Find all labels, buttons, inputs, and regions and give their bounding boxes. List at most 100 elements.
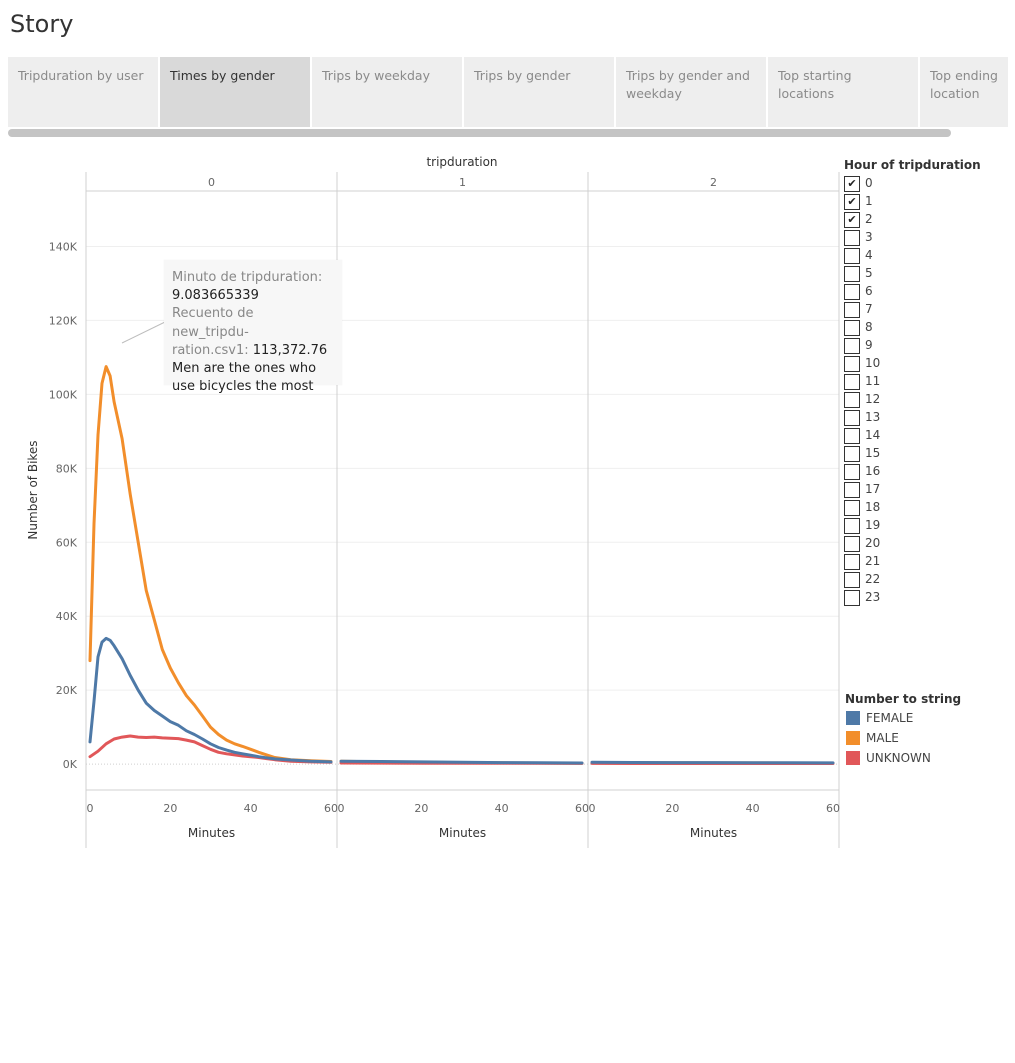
filter-item-label: 0 <box>865 176 873 190</box>
filter-item-label: 7 <box>865 302 873 316</box>
checkbox[interactable] <box>844 482 860 498</box>
panel-label: 0 <box>208 176 215 189</box>
filter-item-label: 17 <box>865 482 881 496</box>
filter-item-label: 4 <box>865 248 873 262</box>
filter-item-label: 3 <box>865 230 873 244</box>
x-tick-label: 60 <box>826 802 840 815</box>
tab-top-starting-locations[interactable]: Top starting locations <box>768 57 918 127</box>
checkbox[interactable] <box>844 464 860 480</box>
filter-item-label: 6 <box>865 284 873 298</box>
series-line-female-panel-2 <box>590 760 835 765</box>
y-tick-label: 80K <box>56 462 78 475</box>
x-tick-label: 40 <box>495 802 509 815</box>
tab-trips-by-weekday[interactable]: Trips by weekday <box>312 57 462 127</box>
filter-item-label: 14 <box>865 428 881 442</box>
legend-swatch <box>846 731 860 745</box>
legend-swatch <box>846 711 860 725</box>
checkbox[interactable] <box>844 536 860 552</box>
filter-item-label: 2 <box>865 212 873 226</box>
checkbox[interactable] <box>844 410 860 426</box>
x-axis-label: Minutes <box>690 826 737 840</box>
filter-item-label: 10 <box>865 356 881 370</box>
filter-item-label: 9 <box>865 338 873 352</box>
checkbox[interactable] <box>844 554 860 570</box>
checkbox[interactable] <box>844 446 860 462</box>
checkbox[interactable] <box>844 572 860 588</box>
filter-item-label: 5 <box>865 266 873 280</box>
tab-top-ending-location[interactable]: Top ending location <box>920 57 1008 127</box>
filter-item-label: 23 <box>865 590 881 604</box>
y-tick-label: 40K <box>56 610 78 623</box>
tab-trips-by-gender[interactable]: Trips by gender <box>464 57 614 127</box>
checkbox[interactable] <box>844 284 860 300</box>
tooltip-label-count-cont: ration.csv1: <box>172 342 249 358</box>
x-tick-label: 40 <box>746 802 760 815</box>
y-axis-label: Number of Bikes <box>26 440 40 539</box>
tooltip-value-count: 113,372.76 <box>252 342 328 358</box>
tab-trips-by-gender-and-weekday[interactable]: Trips by gender and weekday <box>616 57 766 127</box>
filter-item-label: 18 <box>865 500 881 514</box>
filter-item-label: 13 <box>865 410 881 424</box>
panel-label: 1 <box>459 176 466 189</box>
filter-item-label: 16 <box>865 464 881 478</box>
checkbox[interactable]: ✔ <box>844 176 860 192</box>
checkbox[interactable] <box>844 374 860 390</box>
chart-tooltip: Minuto de tripduration: 9.083665339 Recu… <box>164 260 342 394</box>
filter-title: Hour of tripduration <box>844 158 981 172</box>
checkbox[interactable] <box>844 230 860 246</box>
tooltip-count-row: ration.csv1: 113,372.76 <box>172 342 334 360</box>
x-tick-label: 20 <box>414 802 428 815</box>
series-line-female-panel-1 <box>339 759 584 765</box>
checkbox[interactable] <box>844 590 860 606</box>
x-tick-label: 0 <box>338 802 345 815</box>
x-tick-label: 20 <box>665 802 679 815</box>
tooltip-note-line1: Men are the ones who <box>172 361 317 377</box>
tooltip-note-line2: use bicycles the most <box>172 379 314 395</box>
checkbox[interactable] <box>844 338 860 354</box>
y-tick-label: 60K <box>56 536 78 549</box>
checkbox[interactable]: ✔ <box>844 212 860 228</box>
column-header: tripduration <box>426 155 497 169</box>
panel-label: 2 <box>710 176 717 189</box>
y-tick-label: 120K <box>49 314 78 327</box>
legend-label: FEMALE <box>866 711 914 725</box>
checkbox[interactable] <box>844 392 860 408</box>
x-tick-label: 60 <box>324 802 338 815</box>
filter-item-label: 1 <box>865 194 873 208</box>
filter-item-label: 20 <box>865 536 881 550</box>
tooltip-connector <box>121 321 166 344</box>
tooltip-value-minute: 9.083665339 <box>172 288 259 304</box>
checkbox[interactable] <box>844 518 860 534</box>
color-legend-title: Number to string <box>845 692 962 706</box>
tab-tripduration-by-user[interactable]: Tripduration by user <box>8 57 158 127</box>
legend-swatch <box>846 751 860 765</box>
x-tick-label: 60 <box>575 802 589 815</box>
y-tick-label: 140K <box>49 240 78 253</box>
filter-item-label: 12 <box>865 392 881 406</box>
x-axis-label: Minutes <box>188 826 235 840</box>
tooltip-label-count: Recuento de new_tripdu- <box>172 306 254 340</box>
checkbox[interactable] <box>844 266 860 282</box>
filter-item-label: 19 <box>865 518 881 532</box>
filter-item-label: 11 <box>865 374 881 388</box>
tabs-scrollbar[interactable] <box>8 129 951 137</box>
checkbox[interactable] <box>844 428 860 444</box>
series-line-unknown-panel-0 <box>88 734 333 764</box>
tooltip-label-minute: Minuto de tripduration: <box>172 270 323 285</box>
checkbox[interactable]: ✔ <box>844 194 860 210</box>
checkbox[interactable] <box>844 302 860 318</box>
y-tick-label: 20K <box>56 684 78 697</box>
legend-label: UNKNOWN <box>866 751 931 765</box>
series-line-male-panel-0 <box>88 365 333 763</box>
checkbox[interactable] <box>844 320 860 336</box>
story-title: Story <box>10 10 74 38</box>
story-tabs: Tripduration by user Times by gender Tri… <box>8 57 1008 127</box>
filter-item-label: 8 <box>865 320 873 334</box>
checkbox[interactable] <box>844 356 860 372</box>
checkbox[interactable] <box>844 248 860 264</box>
checkbox[interactable] <box>844 500 860 516</box>
x-tick-label: 0 <box>87 802 94 815</box>
tab-times-by-gender[interactable]: Times by gender <box>160 57 310 127</box>
x-tick-label: 20 <box>163 802 177 815</box>
